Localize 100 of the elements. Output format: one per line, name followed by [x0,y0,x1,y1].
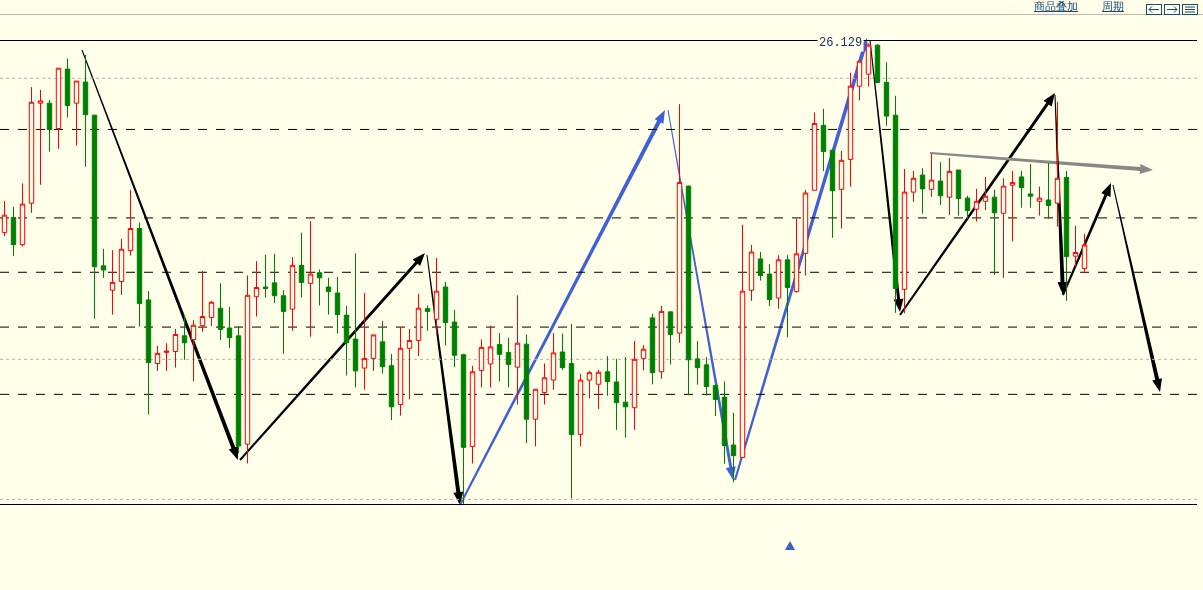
candlestick [307,220,314,338]
candlestick [775,254,782,310]
candlestick [829,149,836,239]
candlestick [217,282,224,341]
candlestick [1036,186,1043,217]
candlestick [622,356,629,439]
candlestick [838,150,845,229]
candlestick [415,293,422,357]
toolbar: 商品叠加 周期 [0,0,1203,15]
candlestick [748,244,755,302]
candlestick [568,323,575,499]
candlestick [352,252,359,388]
candlestick [370,334,377,372]
candlestick [505,337,512,388]
candlestick [973,188,980,223]
candlestick [874,43,881,83]
candlestick [532,388,539,447]
candlestick [784,254,791,338]
candlestick [1,200,8,237]
candlestick [757,251,764,282]
candlestick [910,170,917,203]
candlestick [289,256,296,332]
candlestick [478,339,485,388]
candlestick [181,314,188,361]
candlestick [793,218,800,294]
candlestick [1054,101,1061,228]
candlestick [334,276,341,335]
candlestick [172,328,179,369]
candlestick [487,325,494,388]
candlestick [541,362,548,405]
candlestick [82,54,89,168]
candlestick [244,274,251,464]
candlestick [442,281,449,347]
candlestick [514,294,521,405]
candlestick [460,353,467,504]
candlestick [946,157,953,216]
candlestick [847,72,854,188]
candlestick [1063,170,1070,302]
candlestick [586,370,593,399]
candlestick [964,195,971,220]
candlestick [856,60,863,101]
candlestick [496,332,503,382]
candlestick [685,185,692,396]
candlestick [991,189,998,276]
candlestick [19,182,26,247]
candlestick [1000,177,1007,279]
candlestick [892,95,899,314]
candlestick [55,67,62,150]
candlestick [316,269,323,306]
candlestick [937,161,944,206]
candlestick [433,257,440,334]
candlestick [379,320,386,375]
candlestick [820,108,827,172]
candlestick [703,356,710,397]
candlestick [1027,163,1034,209]
candlestick [604,355,611,397]
candlestick [1045,162,1052,220]
candlestick [10,206,17,257]
candlestick [712,383,719,417]
candlestick [667,310,674,365]
candlestick [721,380,728,465]
candlestick [1009,170,1016,242]
candlestick [955,169,962,217]
candlestick [640,344,647,371]
candlestick [865,42,872,88]
candlestick [1018,170,1025,209]
candlestick [694,340,701,386]
candlestick [73,80,80,147]
candlestick [388,353,395,421]
candlestick [154,345,161,372]
candlestick [37,89,44,186]
candlestick [631,340,638,431]
candlestick [982,176,989,211]
candlestick [325,277,332,316]
candlestick [451,309,458,368]
candlestick [280,289,287,355]
candlestick [919,167,926,215]
candlestick [469,365,476,464]
candlestick [199,270,206,333]
candlestick [406,328,413,400]
candlestick [190,319,197,382]
annotation: 26.129 [819,36,863,50]
candlestick [64,58,71,118]
candlestick [163,342,170,372]
candlestick [559,333,566,371]
candlestick [361,292,368,391]
candlestick [676,103,683,344]
candlestick [397,326,404,417]
candlestick [136,222,143,328]
candlestick [802,189,809,276]
candlestick [226,306,233,349]
candlestick [343,305,350,376]
candlestick [577,373,584,447]
candlestick [901,168,908,314]
candlestick [658,305,665,380]
candlestick [145,290,152,416]
candlestick [208,300,215,327]
candlestick [424,304,431,332]
candlestick [550,332,557,391]
candlestick [883,61,890,127]
